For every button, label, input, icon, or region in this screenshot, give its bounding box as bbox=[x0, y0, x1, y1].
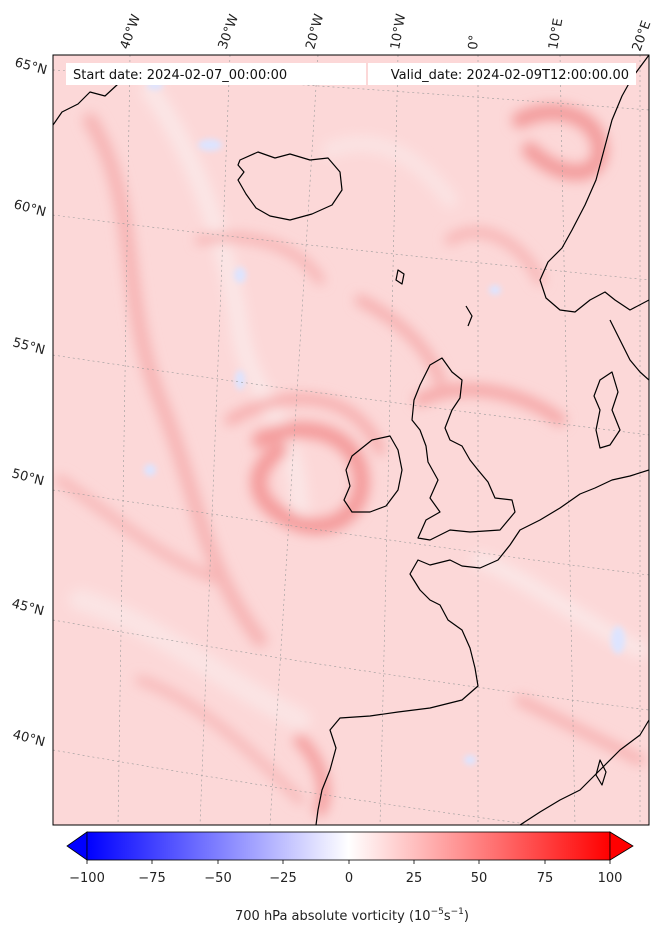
colorbar-tick-labels: −100 −75 −50 −25 0 25 50 75 100 bbox=[69, 871, 622, 886]
colorbar-label: 700 hPa absolute vorticity (10−5s−1) bbox=[235, 907, 469, 924]
lon-label-20w: 20°W bbox=[303, 12, 327, 51]
cb-tick-label: 25 bbox=[406, 871, 423, 886]
cb-tick-label: −75 bbox=[138, 871, 165, 886]
cb-tick-label: 50 bbox=[471, 871, 488, 886]
cb-tick-label: −50 bbox=[204, 871, 231, 886]
corsica-coast bbox=[595, 759, 607, 786]
mediterranean-coast bbox=[519, 719, 649, 825]
colorbar-right-extension bbox=[609, 831, 634, 861]
lat-label-65n: 65°N bbox=[13, 55, 49, 78]
map-frame bbox=[52, 54, 650, 826]
cb-tick-label: 0 bbox=[345, 871, 353, 886]
vorticity-field-streaks bbox=[55, 81, 648, 816]
lon-label-10w: 10°W bbox=[388, 13, 409, 51]
lon-label-40w: 40°W bbox=[118, 12, 144, 51]
colorbar-left-extension bbox=[66, 831, 88, 861]
ireland-coast bbox=[343, 435, 403, 513]
iceland-coast bbox=[237, 151, 343, 221]
map-header: Start date: 2024-02-07_00:00:00 Valid_da… bbox=[66, 63, 636, 85]
shetland-coast bbox=[465, 305, 473, 327]
colorbar-body bbox=[86, 831, 611, 861]
colorbar-ticks bbox=[86, 860, 611, 864]
lon-label-0: 0° bbox=[466, 34, 482, 50]
europe-coast bbox=[315, 469, 649, 825]
start-date-label: Start date: 2024-02-07_00:00:00 bbox=[73, 68, 287, 83]
lon-label-20e: 20°E bbox=[630, 19, 655, 54]
longitude-labels: 40°W 30°W 20°W 10°W 0° 10°E 20°E bbox=[118, 12, 655, 53]
lon-label-10e: 10°E bbox=[546, 17, 566, 50]
lat-label-45n: 45°N bbox=[10, 596, 46, 619]
lat-label-40n: 40°N bbox=[11, 727, 47, 750]
graticule bbox=[53, 55, 649, 825]
cb-tick-label: −100 bbox=[69, 871, 105, 886]
scotland-england-coast bbox=[411, 357, 516, 541]
cb-tick-label: −25 bbox=[269, 871, 296, 886]
lat-label-60n: 60°N bbox=[12, 197, 48, 220]
lat-label-55n: 55°N bbox=[11, 335, 47, 358]
faroe-coast bbox=[395, 269, 405, 285]
negative-vorticity-patches bbox=[144, 80, 625, 765]
lon-label-30w: 30°W bbox=[216, 12, 242, 51]
valid-date-label: Valid_date: 2024-02-09T12:00:00.00 bbox=[391, 68, 629, 83]
map-panel bbox=[53, 55, 649, 825]
scandinavia-south-coast bbox=[609, 319, 649, 381]
cb-tick-label: 75 bbox=[537, 871, 554, 886]
lat-label-50n: 50°N bbox=[10, 466, 46, 489]
denmark-coast bbox=[593, 371, 621, 449]
norway-coast bbox=[539, 55, 649, 313]
colorbar: −100 −75 −50 −25 0 25 50 75 100 700 hPa … bbox=[66, 831, 634, 924]
cb-tick-label: 100 bbox=[598, 871, 623, 886]
latitude-labels: 65°N 60°N 55°N 50°N 45°N 40°N bbox=[10, 55, 49, 750]
